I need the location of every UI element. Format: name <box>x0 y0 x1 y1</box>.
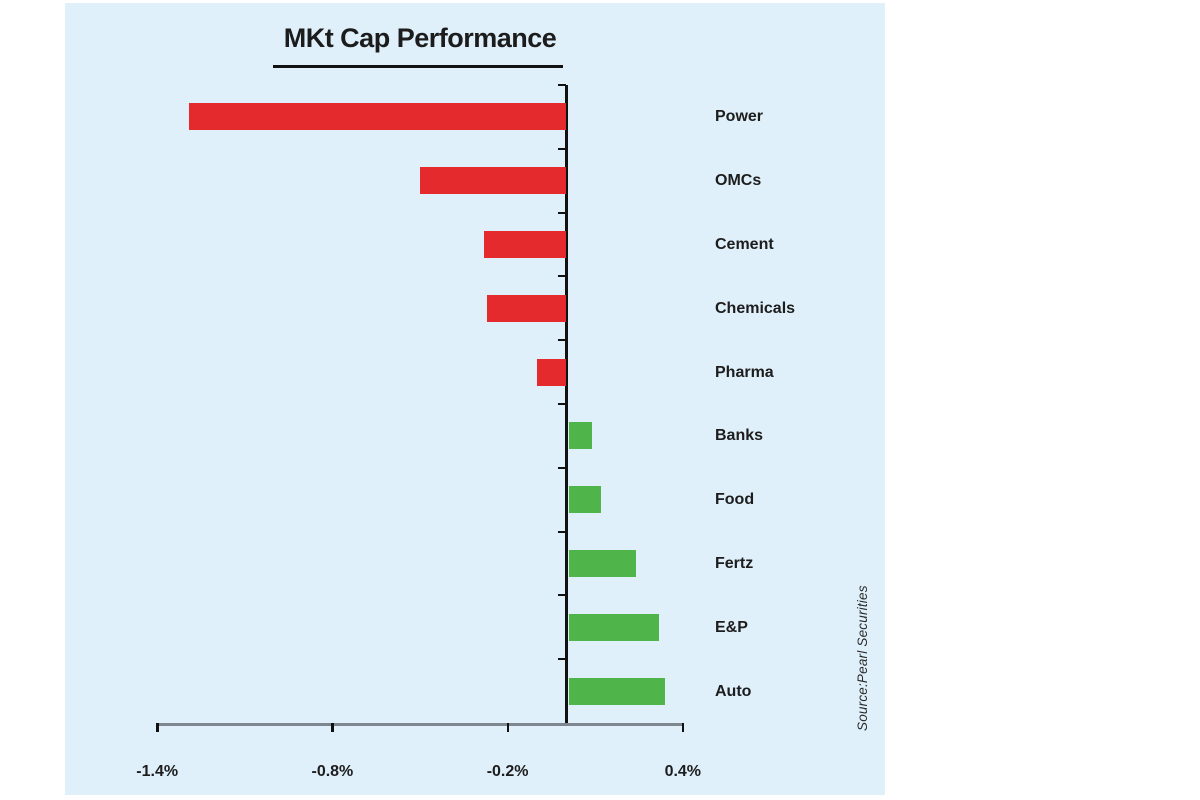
bar-cement <box>484 231 566 258</box>
category-label-fertz: Fertz <box>715 555 754 572</box>
chart-title: MKt Cap Performance <box>283 23 557 53</box>
bar-e-p <box>568 613 660 641</box>
chart-title-wrap: MKt Cap Performance <box>157 23 683 54</box>
y-axis-tick <box>558 466 566 469</box>
category-label-food: Food <box>715 491 755 509</box>
category-label-pharma: Pharma <box>715 363 774 381</box>
zero-axis-line <box>565 85 568 723</box>
bar-pharma <box>536 358 566 386</box>
x-tick-label: -0.8% <box>311 763 354 780</box>
category-label-chemicals: Chemicals <box>715 299 796 317</box>
y-axis-tick <box>558 658 566 661</box>
bar-omcs <box>420 167 566 195</box>
y-axis-tick <box>558 275 566 278</box>
y-axis-tick <box>558 594 566 597</box>
y-axis-tick <box>558 211 566 214</box>
x-tick-label: 0.4% <box>664 763 702 780</box>
bar-auto <box>568 677 665 705</box>
x-axis-tick <box>681 723 685 732</box>
x-baseline <box>157 723 683 726</box>
bar-food <box>568 486 601 514</box>
bar-fertz <box>568 550 636 577</box>
y-axis-tick <box>558 147 566 150</box>
y-axis-tick <box>558 84 566 86</box>
y-axis-tick <box>558 339 566 342</box>
title-underline <box>273 65 563 68</box>
category-label-e-p: E&P <box>715 618 748 636</box>
x-axis-tick <box>331 723 334 732</box>
x-axis-tick <box>156 723 159 732</box>
x-axis-tick <box>506 723 510 732</box>
category-label-omcs: OMCs <box>715 172 762 190</box>
category-label-power: Power <box>715 108 764 126</box>
bar-chemicals <box>487 294 566 322</box>
y-axis-tick <box>558 530 566 533</box>
y-axis-tick <box>558 403 566 405</box>
x-tick-label: -1.4% <box>136 763 179 780</box>
category-label-cement: Cement <box>715 236 774 253</box>
category-label-auto: Auto <box>715 682 752 700</box>
x-tick-label: -0.2% <box>486 763 529 780</box>
chart-panel: MKt Cap Performance Power OMCs Cement Chemi… <box>65 3 885 795</box>
category-label-banks: Banks <box>715 427 764 445</box>
source-note: Source:Pearl Securities <box>855 585 870 731</box>
bar-power <box>189 103 566 131</box>
bar-banks <box>568 422 592 450</box>
